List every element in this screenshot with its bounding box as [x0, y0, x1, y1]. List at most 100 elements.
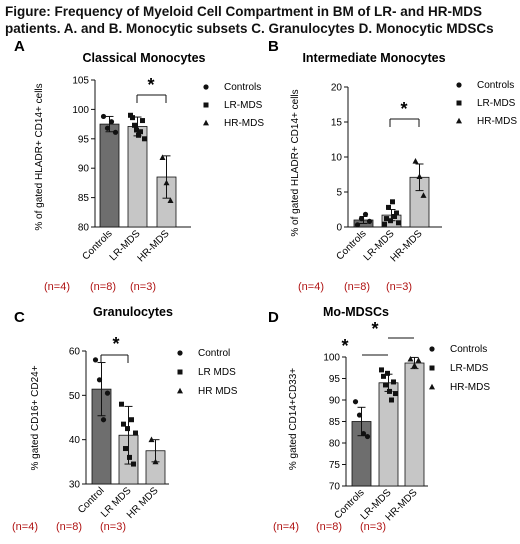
n-label: (n=4): [298, 281, 324, 293]
panel-c: C Granulocytes % gated CD16+ CD24+ 30 40 50 60…: [12, 305, 238, 533]
data-point: [394, 210, 399, 216]
data-point: [412, 158, 419, 164]
data-point: [358, 216, 365, 222]
y-tick-label: 95: [329, 374, 341, 385]
panel-letter: A: [14, 38, 25, 55]
data-point: [104, 125, 111, 131]
n-label: (n=3): [100, 521, 126, 533]
legend-entry: HR-MDS: [224, 118, 264, 129]
legend-entry: Controls: [450, 344, 487, 355]
n-label: (n=8): [90, 281, 116, 293]
data-point: [119, 401, 124, 407]
data-point: [364, 433, 371, 440]
data-point: [366, 218, 373, 224]
data-point: [133, 430, 138, 436]
legend-marker: [177, 350, 183, 356]
n-label: (n=4): [44, 281, 70, 293]
data-point: [129, 417, 134, 423]
panel-letter: B: [268, 38, 279, 55]
data-point: [356, 412, 363, 418]
y-tick-label: 70: [329, 482, 341, 493]
legend-marker: [177, 369, 183, 375]
legend-entry: HR-MDS: [450, 382, 490, 393]
data-point: [112, 129, 119, 135]
data-point: [100, 113, 107, 120]
data-point: [104, 390, 111, 396]
data-point: [96, 377, 103, 383]
legend-marker: [429, 383, 435, 390]
x-tick-label: HR-MDS: [136, 228, 172, 264]
legend-marker: [429, 346, 435, 352]
bar: [127, 126, 148, 228]
data-point: [131, 461, 136, 467]
y-tick-label: 15: [331, 118, 343, 129]
y-tick-label: 20: [331, 83, 343, 94]
legend-marker: [456, 117, 462, 124]
data-point: [148, 436, 155, 443]
data-point: [108, 119, 115, 125]
y-tick-label: 40: [69, 435, 81, 446]
data-point: [381, 373, 386, 379]
data-point: [354, 222, 361, 228]
legend-marker: [203, 84, 209, 90]
data-point: [140, 118, 145, 124]
data-point: [100, 417, 107, 423]
data-point: [142, 136, 147, 142]
legend-marker: [177, 387, 183, 394]
significance-star: *: [112, 334, 119, 354]
data-point: [415, 357, 422, 363]
data-point: [386, 204, 391, 210]
legend-entry: LR-MDS: [477, 98, 516, 109]
significance-star: *: [400, 99, 407, 119]
data-point: [136, 132, 141, 138]
y-tick-label: 100: [72, 105, 89, 116]
n-label: (n=8): [344, 281, 370, 293]
data-point: [125, 426, 130, 432]
data-point: [389, 397, 394, 403]
y-axis-label: % of gated HLADR+ CD14+ cells: [34, 83, 45, 230]
significance-star: *: [371, 319, 378, 339]
data-point: [420, 192, 427, 198]
n-label: (n=3): [130, 281, 156, 293]
data-point: [391, 379, 396, 385]
data-point: [352, 399, 359, 405]
n-label: (n=8): [316, 521, 342, 533]
legend-entry: Control: [198, 348, 230, 359]
data-point: [393, 391, 398, 397]
legend-entry: LR MDS: [198, 367, 236, 378]
y-tick-label: 100: [323, 353, 340, 364]
legend-entry: HR MDS: [198, 386, 238, 397]
y-tick-label: 90: [78, 164, 90, 175]
n-label: (n=8): [56, 521, 82, 533]
legend-marker: [429, 365, 435, 371]
n-label: (n=3): [360, 521, 386, 533]
data-point: [123, 446, 128, 452]
data-point: [130, 115, 135, 121]
y-axis-label: % gated CD16+ CD24+: [30, 365, 41, 470]
data-point: [411, 362, 418, 368]
panel-b: B Intermediate Monocytes % of gated HLADR+…: [268, 38, 517, 293]
data-point: [127, 454, 132, 460]
y-tick-label: 50: [69, 391, 81, 402]
data-point: [416, 173, 423, 179]
y-tick-label: 85: [329, 417, 341, 428]
data-point: [167, 197, 174, 203]
y-tick-label: 5: [336, 188, 342, 199]
data-point: [132, 122, 137, 128]
panel-title: Granulocytes: [93, 305, 173, 319]
bar: [378, 382, 399, 487]
y-axis-label: % gated CD14+CD33+: [288, 368, 299, 470]
data-point: [138, 129, 143, 135]
data-point: [387, 388, 392, 394]
data-point: [134, 127, 139, 133]
panel-a: A Classical Monocytes % of gated HLADR+ CD…: [14, 38, 264, 293]
legend-marker: [456, 82, 462, 88]
y-tick-label: 0: [336, 223, 342, 234]
legend-entry: Controls: [224, 82, 261, 93]
significance-star: *: [147, 75, 154, 95]
legend-entry: HR-MDS: [477, 116, 517, 127]
data-point: [392, 214, 397, 219]
data-point: [92, 357, 99, 363]
data-point: [152, 458, 159, 465]
